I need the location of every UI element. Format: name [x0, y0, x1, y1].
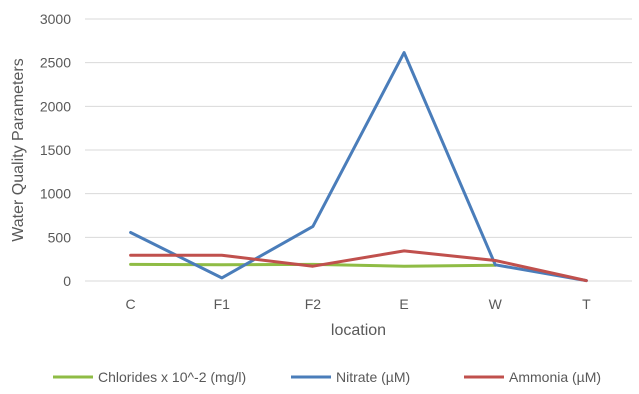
x-tick-label: C [126, 296, 136, 312]
legend-label: Chlorides x 10^-2 (mg/l) [98, 369, 246, 385]
y-tick-label: 1000 [40, 186, 71, 202]
x-tick-label: T [582, 296, 591, 312]
series-line-3 [129, 249, 588, 283]
x-axis-ticks: C F1 F2 E W T [126, 296, 592, 312]
series-lines [129, 51, 588, 283]
x-axis-title: location [331, 322, 386, 339]
y-tick-label: 2500 [40, 55, 71, 71]
y-tick-label: 500 [48, 229, 72, 245]
gridlines [85, 18, 632, 282]
series-line-2 [129, 51, 588, 283]
y-tick-label: 1500 [40, 142, 71, 158]
x-tick-label: W [489, 296, 503, 312]
legend-label: Nitrate (µM) [336, 369, 410, 385]
y-axis-title: Water Quality Parameters [10, 58, 27, 241]
y-tick-label: 3000 [40, 11, 71, 27]
legend-label: Ammonia (µM) [509, 369, 601, 385]
y-tick-label: 0 [63, 273, 71, 289]
y-axis-ticks: 0 500 1000 1500 2000 2500 3000 [40, 11, 71, 289]
x-tick-label: F2 [305, 296, 322, 312]
x-tick-label: E [399, 296, 408, 312]
y-tick-label: 2000 [40, 98, 71, 114]
x-tick-label: F1 [214, 296, 231, 312]
legend: Chlorides x 10^-2 (mg/l) Nitrate (µM) Ammo… [53, 369, 601, 385]
series-line-1 [129, 262, 497, 268]
